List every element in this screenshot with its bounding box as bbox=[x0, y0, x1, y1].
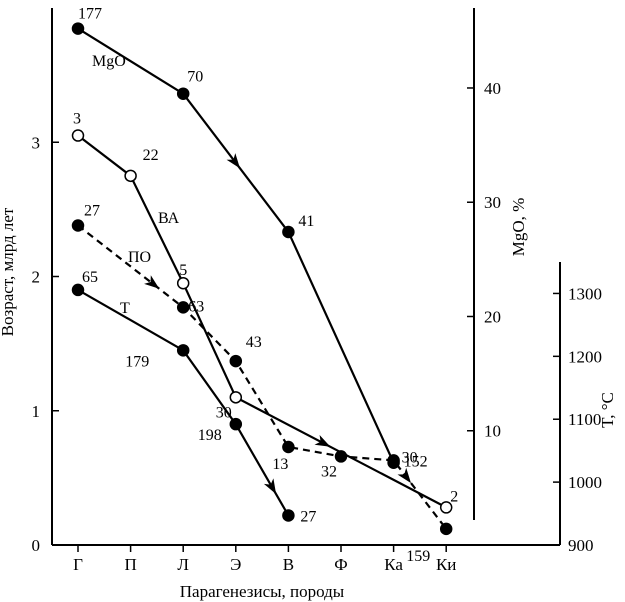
series-name-mgo: MgO bbox=[92, 53, 126, 70]
y-axis-title-temp: T, °C bbox=[598, 392, 617, 428]
series-lines bbox=[71, 22, 453, 536]
point-mgo bbox=[282, 225, 295, 239]
series-line-po bbox=[77, 224, 448, 530]
point-po bbox=[439, 522, 453, 536]
point-label-va: 3 bbox=[73, 111, 81, 128]
y-mgo-tick-label: 20 bbox=[484, 307, 501, 326]
y-age-tick-label: 1 bbox=[32, 402, 41, 421]
arrow-va bbox=[314, 435, 331, 447]
arrow-t bbox=[263, 478, 277, 495]
point-label-mgo: 177 bbox=[78, 6, 102, 23]
point-po bbox=[229, 354, 243, 368]
point-va bbox=[439, 501, 453, 514]
axes: Г П Л Э В Ф Ка Ки 0 1 2 3 10 20 30 40 900 1000 1100 1200 130… bbox=[32, 8, 602, 574]
x-tick-label: П bbox=[124, 555, 136, 574]
point-label-mgo: 41 bbox=[298, 213, 314, 230]
y-mgo-tick-label: 40 bbox=[484, 79, 501, 98]
point-label-va: 2 bbox=[450, 488, 458, 505]
point-label-t: 179 bbox=[125, 353, 149, 370]
point-label-mgo: 70 bbox=[187, 69, 203, 86]
series-name-po: ПО bbox=[128, 249, 151, 266]
y-temp-tick-label: 1100 bbox=[568, 410, 601, 429]
point-t bbox=[282, 509, 295, 522]
y-temp-tick-label: 900 bbox=[568, 536, 594, 555]
series-name-t: T bbox=[120, 300, 130, 317]
point-label-po: 43 bbox=[246, 334, 262, 351]
x-tick-label: Г bbox=[73, 555, 83, 574]
point-label-t: 27 bbox=[300, 508, 316, 525]
point-va bbox=[71, 129, 85, 142]
x-tick-label: Ф bbox=[334, 555, 347, 574]
series-name-va: ВА bbox=[158, 210, 180, 227]
point-po bbox=[334, 450, 348, 463]
y-temp-tick-label: 1200 bbox=[568, 347, 602, 366]
point-t bbox=[71, 283, 85, 297]
point-label-t: 65 bbox=[82, 269, 98, 286]
y-mgo-tick-label: 10 bbox=[484, 422, 501, 441]
point-label-po: 32 bbox=[321, 463, 337, 480]
x-tick-label: Э bbox=[230, 555, 241, 574]
point-po bbox=[176, 301, 190, 314]
labels: 177 70 41 30 MgO 3 22 5 30 2 ВА 27 63 43 13 32 152 159 ПО 6… bbox=[73, 6, 458, 565]
point-va bbox=[229, 391, 243, 404]
x-tick-label: В bbox=[283, 555, 294, 574]
x-tick-label: Ки bbox=[436, 555, 456, 574]
point-va bbox=[124, 169, 137, 183]
point-mgo bbox=[71, 22, 85, 35]
series-line-t bbox=[77, 288, 290, 517]
y-axis-title-age: Возраст, млрд лет bbox=[0, 207, 17, 336]
y-age-tick-label: 2 bbox=[32, 268, 41, 287]
arrow-mgo bbox=[226, 153, 240, 169]
y-age-tick-label: 3 bbox=[32, 133, 41, 152]
point-po bbox=[387, 454, 400, 467]
point-label-po: 27 bbox=[84, 202, 100, 219]
point-po bbox=[71, 219, 85, 232]
y-temp-tick-label: 1000 bbox=[568, 473, 602, 492]
point-mgo bbox=[176, 87, 190, 100]
y-axis-title-mgo: MgO, % bbox=[509, 198, 528, 257]
y-temp-tick-label: 1300 bbox=[568, 284, 602, 303]
point-label-po: 13 bbox=[272, 456, 288, 473]
point-label-va: 30 bbox=[216, 404, 232, 421]
y-mgo-tick-label: 30 bbox=[484, 193, 501, 212]
x-axis-title: Парагенезисы, породы bbox=[180, 582, 345, 601]
x-tick-label: Л bbox=[177, 555, 189, 574]
point-label-mgo: 30 bbox=[402, 450, 418, 467]
y-age-tick-label: 0 bbox=[32, 536, 41, 555]
point-va bbox=[176, 276, 190, 290]
arrow-po bbox=[144, 275, 160, 289]
x-tick-label: Ка bbox=[384, 555, 403, 574]
point-label-po: 159 bbox=[406, 548, 430, 565]
point-label-va: 22 bbox=[143, 147, 159, 164]
point-t bbox=[176, 344, 190, 357]
point-label-po: 63 bbox=[188, 298, 204, 315]
point-label-t: 198 bbox=[198, 427, 222, 444]
arrow-po bbox=[397, 467, 411, 484]
point-label-po: 152 bbox=[404, 453, 428, 470]
point-label-va: 5 bbox=[179, 262, 187, 279]
point-t bbox=[229, 417, 243, 431]
point-po bbox=[282, 440, 295, 454]
